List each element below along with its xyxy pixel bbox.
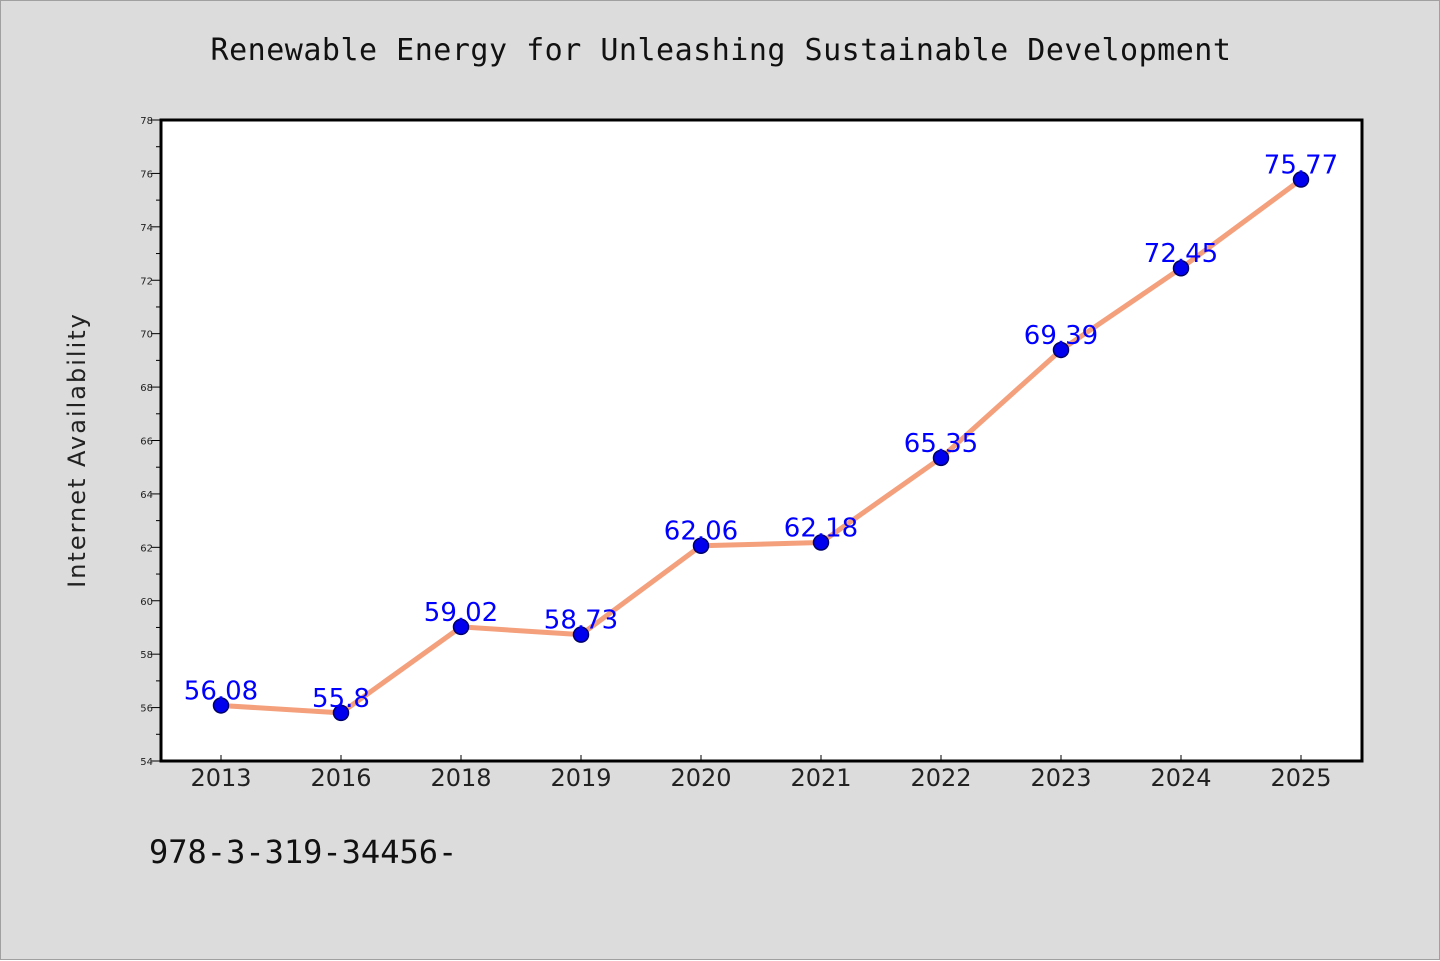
chart-title: Renewable Energy for Unleashing Sustaina… <box>210 33 1232 68</box>
data-markers <box>212 171 1310 722</box>
plot-frame <box>159 118 1364 763</box>
x-tick-label: 2022 <box>910 764 971 792</box>
x-tick-label: 2019 <box>550 764 611 792</box>
x-tick-label: 2018 <box>430 764 491 792</box>
data-label: 59.02 <box>424 598 498 628</box>
y-tick-label: 62 <box>140 543 153 554</box>
data-label: 62.06 <box>664 517 738 547</box>
x-tick-label: 2013 <box>190 764 251 792</box>
data-label: 56.08 <box>184 676 258 706</box>
data-label: 72.45 <box>1144 239 1218 269</box>
x-tick-label: 2016 <box>310 764 371 792</box>
data-point <box>332 704 350 722</box>
data-label: 75.77 <box>1264 151 1338 181</box>
x-tick-label: 2023 <box>1030 764 1091 792</box>
data-point <box>692 537 710 554</box>
plot-area <box>161 120 1362 761</box>
x-axis: 2013 2016 2018 2019 2020 2021 2022 2023 2024 2025 <box>190 755 1332 792</box>
y-tick-label: 70 <box>140 330 153 341</box>
data-point <box>1052 341 1070 359</box>
y-tick-label: 58 <box>140 650 153 661</box>
data-point <box>1172 259 1190 277</box>
y-axis: 54 56 58 60 62 64 66 68 70 72 74 76 78 <box>140 116 161 768</box>
x-tick-label: 2025 <box>1270 764 1331 792</box>
y-tick-label: 54 <box>140 757 153 768</box>
data-point <box>572 626 590 643</box>
y-tick-label: 66 <box>140 437 153 448</box>
footer-isbn: 978-3-319-34456- <box>149 833 458 871</box>
data-point <box>812 534 830 551</box>
data-point <box>932 449 950 467</box>
series-line <box>218 177 1304 716</box>
data-point <box>212 697 230 714</box>
y-tick-label: 60 <box>140 597 153 608</box>
x-tick-label: 2020 <box>670 764 731 792</box>
data-label: 62.18 <box>784 514 858 544</box>
y-tick-label: 68 <box>140 383 153 394</box>
data-labels: 56.08 55.8 59.02 58.73 62.06 62.18 65.35 69.39 7… <box>184 151 1338 714</box>
data-label: 58.73 <box>544 606 618 636</box>
x-tick-label: 2021 <box>790 764 851 792</box>
data-point <box>452 618 470 636</box>
data-label: 69.39 <box>1024 321 1098 351</box>
y-tick-label: 78 <box>140 116 153 127</box>
x-tick-label: 2024 <box>1150 764 1211 792</box>
y-tick-label: 74 <box>140 223 153 234</box>
data-label: 65.35 <box>904 429 978 459</box>
data-label: 55.8 <box>312 684 370 714</box>
y-tick-label: 64 <box>140 490 153 501</box>
y-tick-label: 56 <box>140 704 153 715</box>
y-tick-label: 72 <box>140 276 153 287</box>
data-point <box>1292 171 1310 188</box>
y-tick-label: 76 <box>140 169 153 180</box>
